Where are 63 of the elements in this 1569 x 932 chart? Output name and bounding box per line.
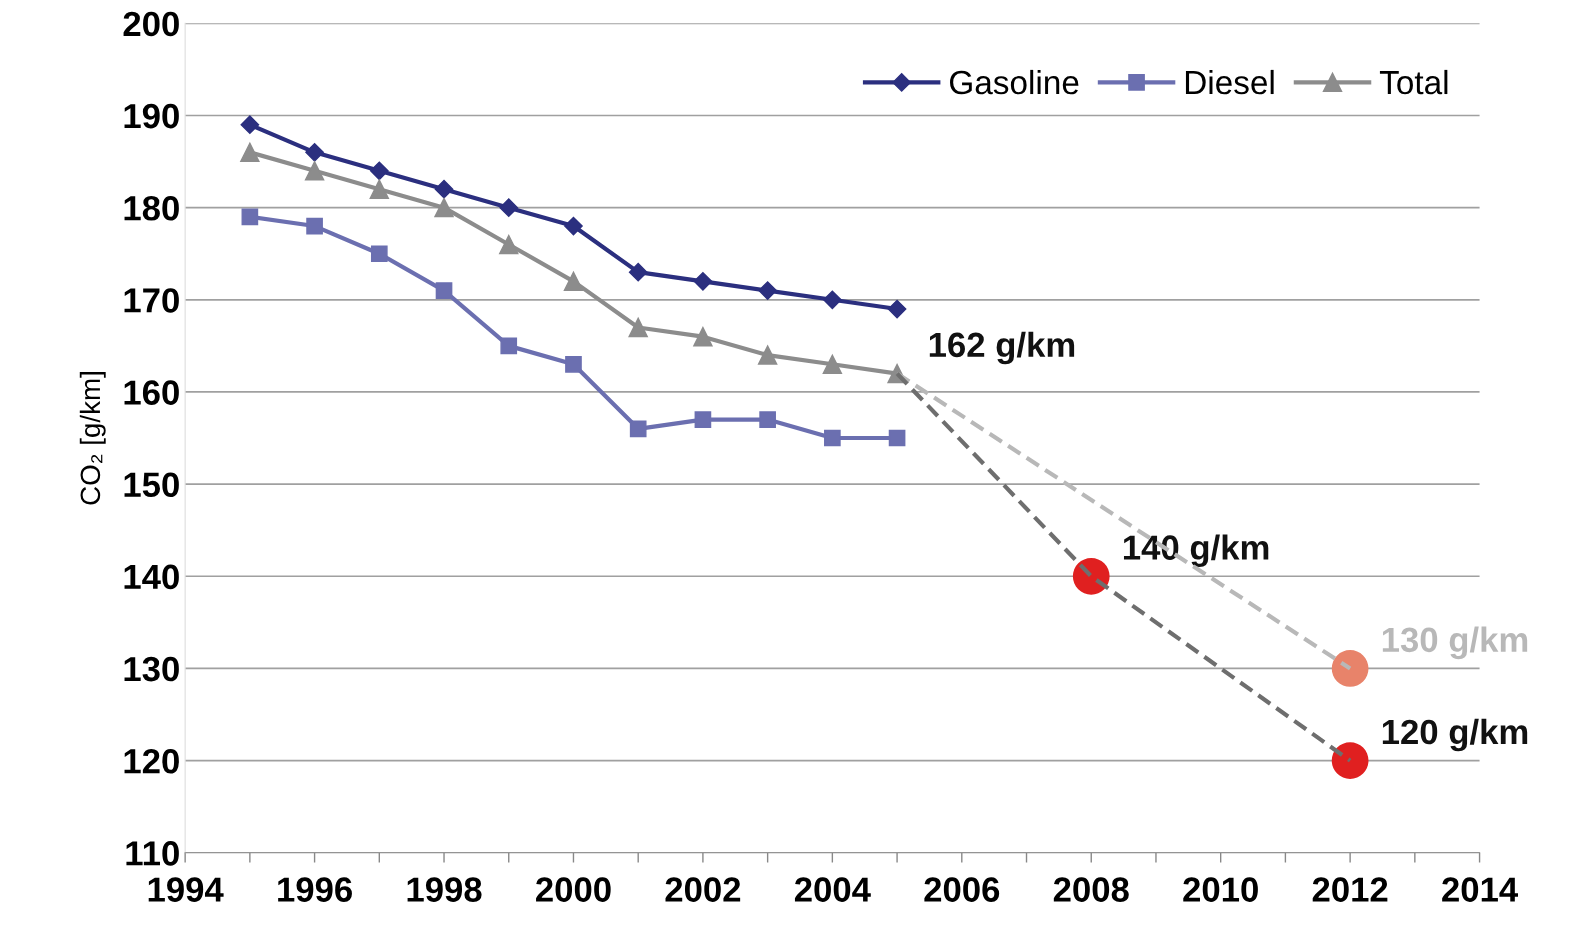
legend-label: Total <box>1379 69 1448 95</box>
point <box>823 290 842 310</box>
point <box>434 179 454 199</box>
point <box>564 216 583 236</box>
data-label: 130 g/km <box>1382 626 1528 660</box>
point <box>240 115 260 135</box>
point <box>888 429 906 447</box>
y-tick-label: 190 <box>124 103 179 129</box>
point <box>434 197 454 218</box>
y-tick-label: 110 <box>126 841 179 866</box>
point <box>499 234 519 255</box>
annotation: 162 g/km <box>929 331 1075 365</box>
x-tick-label: 1998 <box>407 877 482 902</box>
point <box>499 198 519 217</box>
y-tick-label: 170 <box>124 288 179 313</box>
point <box>693 326 713 347</box>
y-tick-label: 200 <box>123 11 179 37</box>
y-tick-label: 160 <box>124 380 179 405</box>
point <box>241 208 259 226</box>
point <box>369 179 390 199</box>
point <box>757 345 778 365</box>
y-tick-label: 180 <box>124 195 179 221</box>
point <box>305 142 324 162</box>
x-tick-label: 2008 <box>1053 877 1129 902</box>
x-tick-label: 2002 <box>665 877 741 902</box>
x-tick-label: 2014 <box>1442 877 1519 902</box>
legend-label: Diesel <box>1185 69 1274 95</box>
point <box>759 411 776 428</box>
point <box>693 272 713 291</box>
point <box>306 217 323 235</box>
point <box>887 299 907 319</box>
x-tick-label: 2006 <box>924 877 1000 902</box>
x-tick-label: 2000 <box>536 877 611 902</box>
point <box>629 420 647 438</box>
y-axis-title: CO₂ [g/km] <box>79 372 106 505</box>
point <box>500 337 518 355</box>
point <box>563 271 584 292</box>
point <box>370 245 388 263</box>
point <box>240 142 260 163</box>
legend-label: Gasoline <box>950 69 1079 95</box>
point <box>435 282 453 299</box>
point <box>824 429 841 447</box>
point <box>628 262 648 282</box>
point <box>369 161 389 181</box>
point <box>694 411 712 428</box>
point <box>628 317 648 338</box>
y-tick-label: 150 <box>124 472 179 498</box>
y-tick-label: 130 <box>124 656 179 682</box>
point <box>565 355 582 373</box>
point <box>304 161 325 181</box>
point <box>758 281 777 300</box>
y-tick-label: 120 <box>124 748 179 774</box>
point <box>1331 650 1369 687</box>
x-tick-label: 1994 <box>148 877 224 902</box>
x-tick-label: 2010 <box>1183 877 1258 902</box>
annotation: 120 g/km <box>1382 718 1528 752</box>
x-tick-label: 2012 <box>1312 877 1388 902</box>
x-tick-label: 2004 <box>794 877 871 902</box>
annotation: 140 g/km <box>1123 534 1269 567</box>
y-tick-label: 140 <box>124 564 179 590</box>
point <box>1331 742 1369 779</box>
point <box>822 354 843 375</box>
x-tick-label: 1996 <box>278 877 352 902</box>
